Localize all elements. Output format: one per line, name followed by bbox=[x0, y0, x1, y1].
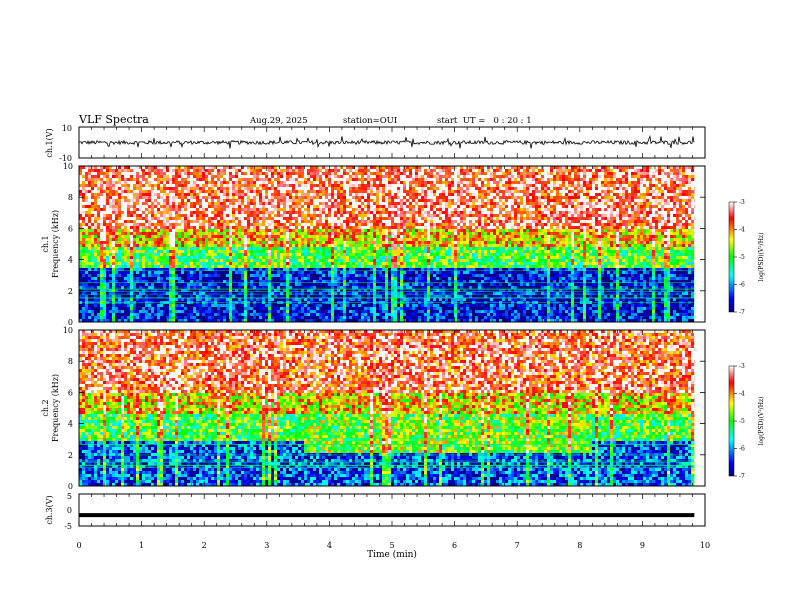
ch1-waveform-ylabel: ch.1(V) bbox=[45, 128, 54, 157]
xtick-label: 0 bbox=[76, 541, 81, 550]
ytick-label: 4 bbox=[68, 256, 73, 265]
xtick-label: 6 bbox=[452, 541, 457, 550]
ch3-ytick-top: 5 bbox=[67, 492, 72, 501]
ytick-label: 0 bbox=[68, 482, 73, 491]
ch1-colorbar-scale bbox=[728, 201, 735, 313]
colorbar-tick-label: -5 bbox=[739, 254, 745, 261]
ch1-ytick-bottom: -10 bbox=[59, 154, 72, 163]
ch1-spectrogram-panel: 0 2 4 6 8 10 ch.1 Frequency (kHz) bbox=[41, 162, 706, 327]
colorbar-tick-label: -6 bbox=[739, 282, 745, 289]
ch2-colorbar: -3 -4 -5 -6 -7 log(PSD)(V²/Hz) bbox=[728, 363, 765, 480]
colorbar-tick-label: -4 bbox=[739, 391, 745, 398]
figure-title: VLF Spectra bbox=[78, 113, 149, 126]
station-label: station=OUI bbox=[343, 116, 397, 126]
ch1-waveform-line bbox=[79, 134, 695, 149]
xtick-label: 9 bbox=[640, 541, 645, 550]
ch1-waveform-panel: 10 -10 ch.1(V) bbox=[45, 124, 706, 163]
colorbar-tick-label: -3 bbox=[739, 363, 745, 370]
ytick-label: 4 bbox=[68, 420, 73, 429]
ch1-colorbar-ticks: -3 -4 -5 -6 -7 bbox=[734, 199, 745, 316]
date-label: Aug.29, 2025 bbox=[249, 116, 308, 126]
xtick-label: 1 bbox=[139, 541, 144, 550]
spectrogram-blank-tail bbox=[694, 330, 705, 486]
colorbar-tick-label: -3 bbox=[739, 199, 745, 206]
time-axis-label: Time (min) bbox=[367, 549, 417, 560]
ytick-label: 8 bbox=[68, 193, 73, 202]
ch2-spectrogram-panel: 0 2 4 6 8 10 ch.2 Frequency (kHz) bbox=[41, 326, 706, 491]
ch2-spectrogram-ylabel-freq: Frequency (kHz) bbox=[51, 374, 60, 442]
ch1-spectrogram-ylabel-channel: ch.1 bbox=[41, 235, 50, 252]
xtick-label: 7 bbox=[515, 541, 520, 550]
ch2-spectrogram-image bbox=[79, 330, 705, 486]
ytick-label: 2 bbox=[68, 451, 73, 460]
ch2-spectrogram-yticks: 0 2 4 6 8 10 bbox=[63, 326, 705, 491]
ch3-ytick-mid: 0 bbox=[67, 506, 72, 515]
xtick-label: 10 bbox=[700, 541, 710, 550]
colorbar-tick-label: -5 bbox=[739, 418, 745, 425]
ch1-ytick-top: 10 bbox=[62, 124, 72, 133]
ytick-label: 8 bbox=[68, 357, 73, 366]
ytick-label: 2 bbox=[68, 287, 73, 296]
ch2-colorbar-scale bbox=[728, 365, 735, 477]
time-axis-labels: 0 1 2 3 4 5 6 7 8 9 10 bbox=[76, 541, 710, 550]
start-time-label: start UT = 0 : 20 : 1 bbox=[437, 116, 532, 126]
ytick-label: 10 bbox=[63, 326, 73, 335]
ch1-colorbar-label: log(PSD)(V²/Hz) bbox=[758, 233, 765, 282]
xtick-label: 8 bbox=[577, 541, 582, 550]
colorbar-tick-label: -4 bbox=[739, 227, 745, 234]
ytick-label: 0 bbox=[68, 318, 73, 327]
ch3-waveform-panel: 5 0 -5 ch.3(V) bbox=[45, 492, 706, 531]
colorbar-tick-label: -7 bbox=[739, 473, 745, 480]
xtick-label: 4 bbox=[327, 541, 332, 550]
ytick-label: 6 bbox=[68, 224, 73, 233]
ch1-colorbar: -3 -4 -5 -6 -7 log(PSD)(V²/Hz) bbox=[728, 199, 765, 316]
xtick-label: 3 bbox=[264, 541, 269, 550]
ch3-waveform-ylabel: ch.3(V) bbox=[45, 495, 54, 524]
ytick-label: 10 bbox=[63, 162, 73, 171]
time-axis-ticks bbox=[78, 127, 706, 526]
ch2-colorbar-ticks: -3 -4 -5 -6 -7 bbox=[734, 363, 745, 480]
xtick-label: 2 bbox=[202, 541, 207, 550]
colorbar-tick-label: -7 bbox=[739, 309, 745, 316]
ch1-spectrogram-yticks: 0 2 4 6 8 10 bbox=[63, 162, 705, 327]
colorbar-tick-label: -6 bbox=[739, 446, 745, 453]
ch2-colorbar-label: log(PSD)(V²/Hz) bbox=[758, 397, 765, 446]
ch3-ytick-bottom: -5 bbox=[64, 522, 72, 531]
spectrogram-blank-tail bbox=[694, 166, 705, 322]
ytick-label: 6 bbox=[68, 388, 73, 397]
ch3-waveform-line bbox=[79, 513, 695, 518]
ch1-spectrogram-ylabel-freq: Frequency (kHz) bbox=[51, 210, 60, 278]
xtick-label: 5 bbox=[389, 541, 394, 550]
ch1-spectrogram-image bbox=[79, 166, 705, 322]
ch2-spectrogram-ylabel-channel: ch.2 bbox=[41, 399, 50, 416]
